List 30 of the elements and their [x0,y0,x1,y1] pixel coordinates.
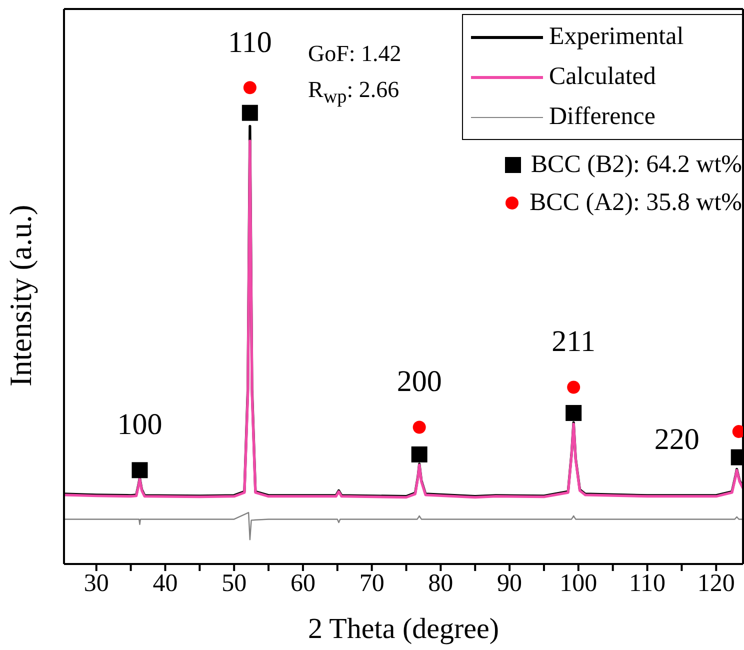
point [242,104,258,121]
annotation: 220 [654,422,700,456]
legend-label: Calculated [549,63,656,91]
legend-label: Difference [549,103,656,131]
x-tick-label: 90 [497,570,522,597]
x-tick-label: 60 [290,570,316,597]
text: 110 [228,26,272,59]
x-tick-label: 30 [84,570,109,597]
point [243,81,256,94]
point [132,462,148,478]
x-axis-title: 2 Theta (degree) [308,613,500,645]
x-tick-label: 110 [628,570,666,597]
point [567,380,580,394]
x-tick-label: 70 [359,570,384,597]
x-tick-label: 100 [560,570,598,597]
y-axis-title: Intensity (a.u.) [3,204,38,386]
point [412,420,426,434]
legend-label: BCC (B2): 64.2 wt% [530,151,742,179]
legend-label: Experimental [549,23,684,51]
x-tick-label: 50 [222,570,247,597]
x-tick-label: 120 [697,570,735,597]
x-tick-label: 40 [152,570,178,597]
legend-label: BCC (A2): 35.8 wt% [530,189,742,217]
annotation: 200 [396,365,442,398]
point [411,446,428,462]
point [566,404,582,421]
x-tick-label: 80 [428,570,454,597]
annotation: 211 [552,325,596,358]
annotation: 100 [117,408,162,442]
fit-statistics: GoF: 1.42 R$_{wp}$: 2.66 [308,40,402,110]
